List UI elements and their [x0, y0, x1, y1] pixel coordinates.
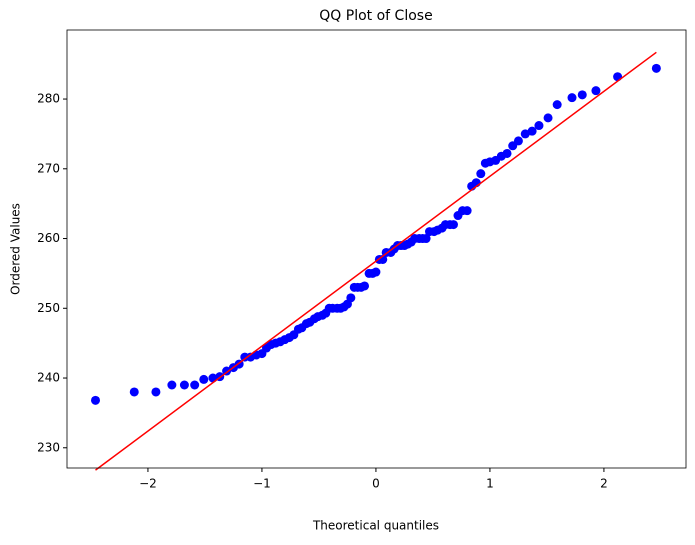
x-tick-label: 2	[600, 477, 608, 491]
x-tick-label: −2	[139, 477, 157, 491]
data-point	[552, 100, 562, 110]
fit-line	[95, 51, 657, 471]
data-point	[651, 63, 661, 73]
data-point	[502, 148, 512, 158]
data-point	[534, 121, 544, 131]
y-tick-label: 230	[37, 440, 60, 454]
chart-title: QQ Plot of Close	[319, 8, 432, 24]
data-point	[151, 387, 161, 397]
data-point	[591, 86, 601, 96]
data-point	[167, 380, 177, 390]
data-point	[179, 380, 189, 390]
x-tick-label: 0	[372, 477, 380, 491]
data-point	[199, 374, 209, 384]
data-point	[513, 136, 523, 146]
y-tick-label: 280	[37, 92, 60, 106]
data-point	[567, 93, 577, 103]
data-point	[371, 267, 381, 277]
data-point	[90, 395, 100, 405]
y-tick-label: 270	[37, 161, 60, 175]
data-point	[543, 113, 553, 123]
x-tick-label: −1	[253, 477, 271, 491]
data-point	[577, 90, 587, 100]
data-point	[346, 293, 356, 303]
data-point	[448, 220, 458, 230]
data-point	[462, 206, 472, 216]
x-axis-label: Theoretical quantiles	[312, 519, 439, 533]
data-point	[520, 129, 530, 139]
y-tick-label: 250	[37, 301, 60, 315]
x-tick-label: 1	[486, 477, 494, 491]
plot-frame	[66, 29, 687, 469]
data-point	[613, 72, 623, 82]
data-point	[360, 281, 370, 291]
data-point	[190, 380, 200, 390]
data-point	[421, 234, 431, 244]
y-tick-label: 240	[37, 371, 60, 385]
data-point	[129, 387, 139, 397]
y-tick-label: 260	[37, 231, 60, 245]
data-point	[527, 126, 537, 136]
y-axis-label: Ordered Values	[9, 203, 23, 295]
data-point	[476, 169, 486, 179]
